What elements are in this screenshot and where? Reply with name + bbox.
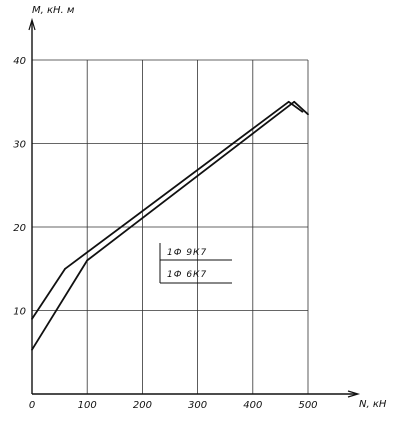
series-2-point-3 xyxy=(307,113,309,116)
series-line-2 xyxy=(31,100,309,351)
y-tick-label-40: 40 xyxy=(13,56,26,67)
chart-grid xyxy=(32,59,309,394)
series-1-point-1 xyxy=(64,267,67,270)
series-2-point-0 xyxy=(31,348,33,351)
series-2-point-2 xyxy=(293,100,296,103)
series-2-point-1 xyxy=(86,259,89,262)
chart-axes xyxy=(28,17,361,398)
x-axis-arrow xyxy=(347,390,361,398)
y-axis-label: M, кН. м xyxy=(32,5,75,16)
y-tick-label-30: 30 xyxy=(13,140,26,151)
y-tick-label-20: 20 xyxy=(13,223,26,234)
x-tick-label-400: 400 xyxy=(243,400,262,411)
series-1-point-2 xyxy=(287,100,290,103)
series-1-point-3 xyxy=(301,110,304,113)
x-tick-label-100: 100 xyxy=(78,400,97,411)
y-tick-label-10: 10 xyxy=(13,307,26,318)
x-axis-label: N, кН xyxy=(359,399,387,410)
series-line-1 xyxy=(31,100,304,320)
chart-tick-labels: 0 100 200 300 400 500 10 20 30 40 xyxy=(13,56,317,411)
y-axis-arrow xyxy=(28,17,36,31)
legend-label-2: 1Ф 6К7 xyxy=(167,270,207,280)
x-tick-label-300: 300 xyxy=(188,400,207,411)
x-tick-label-500: 500 xyxy=(298,400,317,411)
chart-series xyxy=(31,100,309,351)
x-tick-label-200: 200 xyxy=(133,400,152,411)
chart-legend: 1Ф 9К7 1Ф 6К7 xyxy=(159,243,232,284)
x-tick-label-0: 0 xyxy=(29,400,35,411)
legend-label-1: 1Ф 9К7 xyxy=(167,248,207,258)
series-1-point-0 xyxy=(31,317,33,320)
